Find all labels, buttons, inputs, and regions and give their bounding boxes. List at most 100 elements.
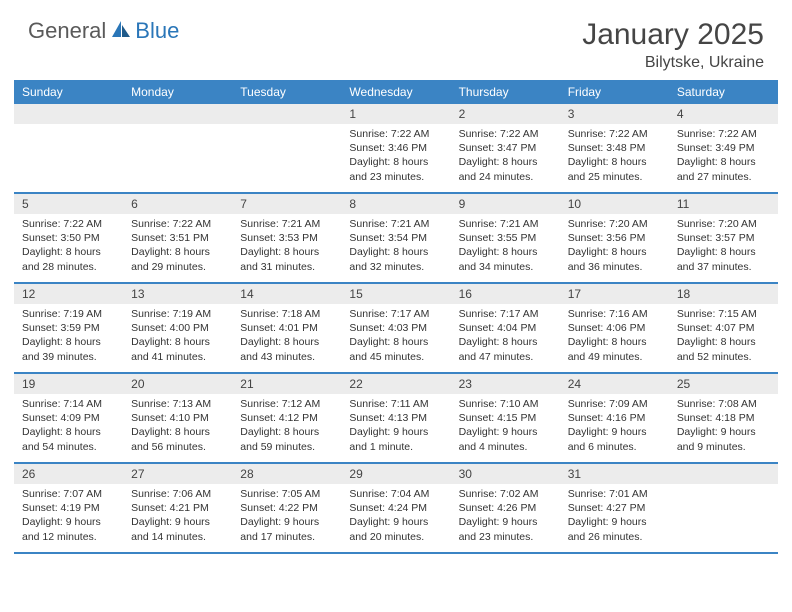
brand-text-general: General <box>28 18 106 44</box>
daylight-text: Daylight: 9 hours and 4 minutes. <box>459 425 552 453</box>
date-number: 9 <box>451 194 560 214</box>
calendar-cell <box>14 104 123 192</box>
sunrise-text: Sunrise: 7:17 AM <box>459 307 552 321</box>
calendar-cell <box>232 104 341 192</box>
day-details: Sunrise: 7:11 AMSunset: 4:13 PMDaylight:… <box>341 394 450 460</box>
title-month: January 2025 <box>582 18 764 52</box>
daylight-text: Daylight: 8 hours and 29 minutes. <box>131 245 224 273</box>
date-number: 13 <box>123 284 232 304</box>
calendar-cell: 7Sunrise: 7:21 AMSunset: 3:53 PMDaylight… <box>232 194 341 282</box>
date-number <box>14 104 123 124</box>
date-number: 8 <box>341 194 450 214</box>
date-number: 17 <box>560 284 669 304</box>
day-details: Sunrise: 7:13 AMSunset: 4:10 PMDaylight:… <box>123 394 232 460</box>
sunset-text: Sunset: 4:21 PM <box>131 501 224 515</box>
day-details: Sunrise: 7:22 AMSunset: 3:46 PMDaylight:… <box>341 124 450 190</box>
title-location: Bilytske, Ukraine <box>582 54 764 72</box>
day-header-tue: Tuesday <box>232 80 341 104</box>
sail-icon <box>110 19 132 44</box>
calendar: Sunday Monday Tuesday Wednesday Thursday… <box>0 80 792 554</box>
sunrise-text: Sunrise: 7:17 AM <box>349 307 442 321</box>
sunset-text: Sunset: 3:54 PM <box>349 231 442 245</box>
sunrise-text: Sunrise: 7:21 AM <box>459 217 552 231</box>
daylight-text: Daylight: 8 hours and 54 minutes. <box>22 425 115 453</box>
daylight-text: Daylight: 8 hours and 24 minutes. <box>459 155 552 183</box>
date-number: 3 <box>560 104 669 124</box>
date-number <box>123 104 232 124</box>
day-details: Sunrise: 7:22 AMSunset: 3:51 PMDaylight:… <box>123 214 232 280</box>
daylight-text: Daylight: 8 hours and 25 minutes. <box>568 155 661 183</box>
calendar-cell: 6Sunrise: 7:22 AMSunset: 3:51 PMDaylight… <box>123 194 232 282</box>
date-number: 30 <box>451 464 560 484</box>
sunset-text: Sunset: 4:26 PM <box>459 501 552 515</box>
daylight-text: Daylight: 8 hours and 45 minutes. <box>349 335 442 363</box>
date-number: 16 <box>451 284 560 304</box>
date-number: 6 <box>123 194 232 214</box>
daylight-text: Daylight: 8 hours and 39 minutes. <box>22 335 115 363</box>
calendar-cell: 18Sunrise: 7:15 AMSunset: 4:07 PMDayligh… <box>669 284 778 372</box>
day-details: Sunrise: 7:21 AMSunset: 3:53 PMDaylight:… <box>232 214 341 280</box>
sunrise-text: Sunrise: 7:12 AM <box>240 397 333 411</box>
calendar-cell: 8Sunrise: 7:21 AMSunset: 3:54 PMDaylight… <box>341 194 450 282</box>
daylight-text: Daylight: 8 hours and 49 minutes. <box>568 335 661 363</box>
sunset-text: Sunset: 4:16 PM <box>568 411 661 425</box>
date-number: 24 <box>560 374 669 394</box>
date-number: 11 <box>669 194 778 214</box>
title-block: January 2025 Bilytske, Ukraine <box>582 18 764 72</box>
sunset-text: Sunset: 3:50 PM <box>22 231 115 245</box>
date-number: 7 <box>232 194 341 214</box>
day-details: Sunrise: 7:19 AMSunset: 4:00 PMDaylight:… <box>123 304 232 370</box>
date-number: 21 <box>232 374 341 394</box>
day-details: Sunrise: 7:20 AMSunset: 3:57 PMDaylight:… <box>669 214 778 280</box>
calendar-cell: 14Sunrise: 7:18 AMSunset: 4:01 PMDayligh… <box>232 284 341 372</box>
sunset-text: Sunset: 3:47 PM <box>459 141 552 155</box>
calendar-cell: 17Sunrise: 7:16 AMSunset: 4:06 PMDayligh… <box>560 284 669 372</box>
calendar-cell: 10Sunrise: 7:20 AMSunset: 3:56 PMDayligh… <box>560 194 669 282</box>
date-number: 1 <box>341 104 450 124</box>
day-details: Sunrise: 7:05 AMSunset: 4:22 PMDaylight:… <box>232 484 341 550</box>
calendar-cell: 15Sunrise: 7:17 AMSunset: 4:03 PMDayligh… <box>341 284 450 372</box>
sunrise-text: Sunrise: 7:22 AM <box>349 127 442 141</box>
daylight-text: Daylight: 9 hours and 23 minutes. <box>459 515 552 543</box>
calendar-cell: 9Sunrise: 7:21 AMSunset: 3:55 PMDaylight… <box>451 194 560 282</box>
daylight-text: Daylight: 8 hours and 56 minutes. <box>131 425 224 453</box>
week-row: 12Sunrise: 7:19 AMSunset: 3:59 PMDayligh… <box>14 284 778 374</box>
sunset-text: Sunset: 4:18 PM <box>677 411 770 425</box>
sunrise-text: Sunrise: 7:20 AM <box>568 217 661 231</box>
calendar-cell <box>123 104 232 192</box>
sunset-text: Sunset: 4:15 PM <box>459 411 552 425</box>
daylight-text: Daylight: 9 hours and 20 minutes. <box>349 515 442 543</box>
date-number: 27 <box>123 464 232 484</box>
sunset-text: Sunset: 3:59 PM <box>22 321 115 335</box>
day-details: Sunrise: 7:22 AMSunset: 3:50 PMDaylight:… <box>14 214 123 280</box>
sunset-text: Sunset: 3:55 PM <box>459 231 552 245</box>
sunrise-text: Sunrise: 7:05 AM <box>240 487 333 501</box>
sunrise-text: Sunrise: 7:08 AM <box>677 397 770 411</box>
daylight-text: Daylight: 9 hours and 26 minutes. <box>568 515 661 543</box>
sunset-text: Sunset: 4:19 PM <box>22 501 115 515</box>
day-header-fri: Friday <box>560 80 669 104</box>
day-details: Sunrise: 7:21 AMSunset: 3:55 PMDaylight:… <box>451 214 560 280</box>
date-number: 20 <box>123 374 232 394</box>
sunset-text: Sunset: 4:13 PM <box>349 411 442 425</box>
date-number: 15 <box>341 284 450 304</box>
date-number: 18 <box>669 284 778 304</box>
daylight-text: Daylight: 8 hours and 23 minutes. <box>349 155 442 183</box>
daylight-text: Daylight: 8 hours and 47 minutes. <box>459 335 552 363</box>
brand-logo: General Blue <box>28 18 179 44</box>
calendar-cell: 30Sunrise: 7:02 AMSunset: 4:26 PMDayligh… <box>451 464 560 552</box>
week-row: 5Sunrise: 7:22 AMSunset: 3:50 PMDaylight… <box>14 194 778 284</box>
calendar-cell: 26Sunrise: 7:07 AMSunset: 4:19 PMDayligh… <box>14 464 123 552</box>
sunrise-text: Sunrise: 7:15 AM <box>677 307 770 321</box>
date-number: 10 <box>560 194 669 214</box>
sunset-text: Sunset: 4:10 PM <box>131 411 224 425</box>
day-header-sun: Sunday <box>14 80 123 104</box>
date-number: 28 <box>232 464 341 484</box>
date-number: 23 <box>451 374 560 394</box>
brand-text-blue: Blue <box>135 18 179 44</box>
date-number: 12 <box>14 284 123 304</box>
day-details: Sunrise: 7:22 AMSunset: 3:48 PMDaylight:… <box>560 124 669 190</box>
week-row: 26Sunrise: 7:07 AMSunset: 4:19 PMDayligh… <box>14 464 778 554</box>
sunrise-text: Sunrise: 7:18 AM <box>240 307 333 321</box>
daylight-text: Daylight: 8 hours and 34 minutes. <box>459 245 552 273</box>
